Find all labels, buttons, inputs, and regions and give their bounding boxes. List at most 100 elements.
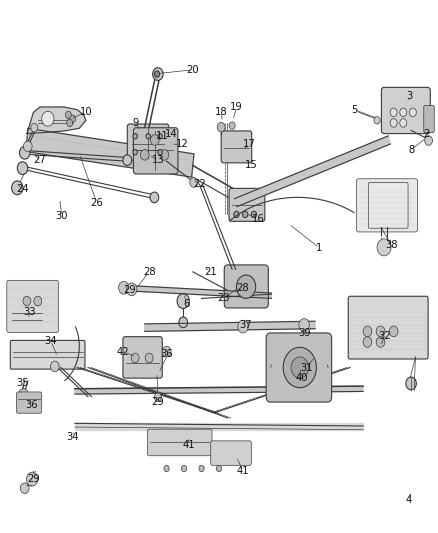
Text: 24: 24 [16, 184, 29, 195]
Circle shape [390, 119, 397, 127]
Circle shape [131, 353, 139, 363]
Circle shape [158, 134, 162, 139]
Text: 30: 30 [56, 211, 68, 221]
FancyBboxPatch shape [381, 87, 430, 134]
Circle shape [133, 150, 138, 155]
Circle shape [154, 71, 159, 77]
Text: 36: 36 [25, 400, 38, 410]
Text: 28: 28 [237, 283, 249, 293]
Text: 42: 42 [117, 346, 129, 357]
Text: 34: 34 [67, 432, 79, 442]
Text: 28: 28 [143, 267, 155, 277]
Polygon shape [145, 321, 315, 332]
Circle shape [70, 115, 76, 123]
FancyBboxPatch shape [229, 188, 265, 221]
Circle shape [26, 472, 38, 486]
Circle shape [377, 239, 391, 256]
Polygon shape [75, 423, 363, 430]
Text: 8: 8 [408, 144, 414, 155]
Polygon shape [75, 386, 363, 394]
Circle shape [18, 389, 28, 401]
Circle shape [177, 294, 189, 309]
Circle shape [179, 317, 187, 328]
Text: 34: 34 [45, 336, 57, 346]
Circle shape [216, 465, 222, 472]
FancyBboxPatch shape [224, 265, 268, 308]
Circle shape [238, 320, 248, 333]
Circle shape [150, 192, 159, 203]
FancyBboxPatch shape [127, 124, 169, 160]
Polygon shape [130, 286, 272, 298]
Text: 23: 23 [217, 293, 230, 303]
Circle shape [190, 177, 198, 187]
Text: 39: 39 [298, 328, 311, 338]
Circle shape [400, 108, 407, 117]
Polygon shape [27, 107, 86, 134]
Text: 29: 29 [123, 286, 136, 295]
FancyBboxPatch shape [134, 128, 178, 174]
Circle shape [251, 211, 257, 217]
Text: 14: 14 [165, 128, 177, 139]
Circle shape [146, 134, 150, 139]
Text: 11: 11 [156, 131, 169, 141]
Text: 41: 41 [237, 466, 249, 476]
Circle shape [376, 337, 385, 348]
Circle shape [400, 119, 407, 127]
Circle shape [123, 155, 132, 165]
Circle shape [229, 122, 235, 130]
Text: 9: 9 [133, 118, 139, 128]
Circle shape [119, 281, 129, 294]
Circle shape [23, 296, 31, 306]
Circle shape [299, 319, 309, 332]
Text: 37: 37 [239, 320, 251, 330]
Circle shape [150, 135, 159, 146]
Circle shape [19, 147, 30, 159]
FancyBboxPatch shape [348, 296, 428, 359]
Text: 33: 33 [23, 306, 35, 317]
Circle shape [389, 326, 398, 337]
Text: 2: 2 [423, 128, 430, 139]
Circle shape [160, 150, 169, 160]
FancyBboxPatch shape [357, 179, 418, 232]
Text: 10: 10 [80, 107, 92, 117]
Text: 18: 18 [215, 107, 227, 117]
Circle shape [181, 465, 187, 472]
Text: 31: 31 [300, 362, 313, 373]
Circle shape [243, 211, 248, 217]
Circle shape [31, 124, 38, 132]
Circle shape [154, 393, 161, 401]
Text: 12: 12 [176, 139, 188, 149]
Circle shape [133, 134, 138, 139]
Text: 29: 29 [152, 397, 164, 407]
Text: 35: 35 [16, 378, 29, 389]
Text: 20: 20 [187, 65, 199, 75]
Text: 21: 21 [204, 267, 217, 277]
FancyBboxPatch shape [123, 337, 162, 378]
Text: 17: 17 [243, 139, 256, 149]
Circle shape [237, 275, 256, 298]
Text: 3: 3 [406, 91, 412, 101]
Text: 1: 1 [316, 243, 323, 253]
Circle shape [291, 357, 308, 378]
FancyBboxPatch shape [148, 429, 212, 456]
FancyBboxPatch shape [424, 106, 434, 133]
Circle shape [376, 326, 385, 337]
Circle shape [127, 283, 137, 296]
Polygon shape [26, 128, 194, 177]
Circle shape [158, 150, 162, 155]
Circle shape [23, 141, 32, 152]
Circle shape [199, 465, 204, 472]
Text: 22: 22 [193, 179, 206, 189]
Text: 19: 19 [230, 102, 243, 112]
Text: 4: 4 [406, 495, 412, 505]
FancyBboxPatch shape [266, 333, 332, 402]
Circle shape [67, 119, 73, 127]
Circle shape [164, 465, 169, 472]
Text: 13: 13 [152, 155, 164, 165]
Circle shape [410, 108, 417, 117]
Polygon shape [234, 136, 390, 207]
Circle shape [65, 111, 71, 119]
Circle shape [152, 68, 163, 80]
Circle shape [17, 162, 28, 174]
Text: 36: 36 [160, 349, 173, 359]
